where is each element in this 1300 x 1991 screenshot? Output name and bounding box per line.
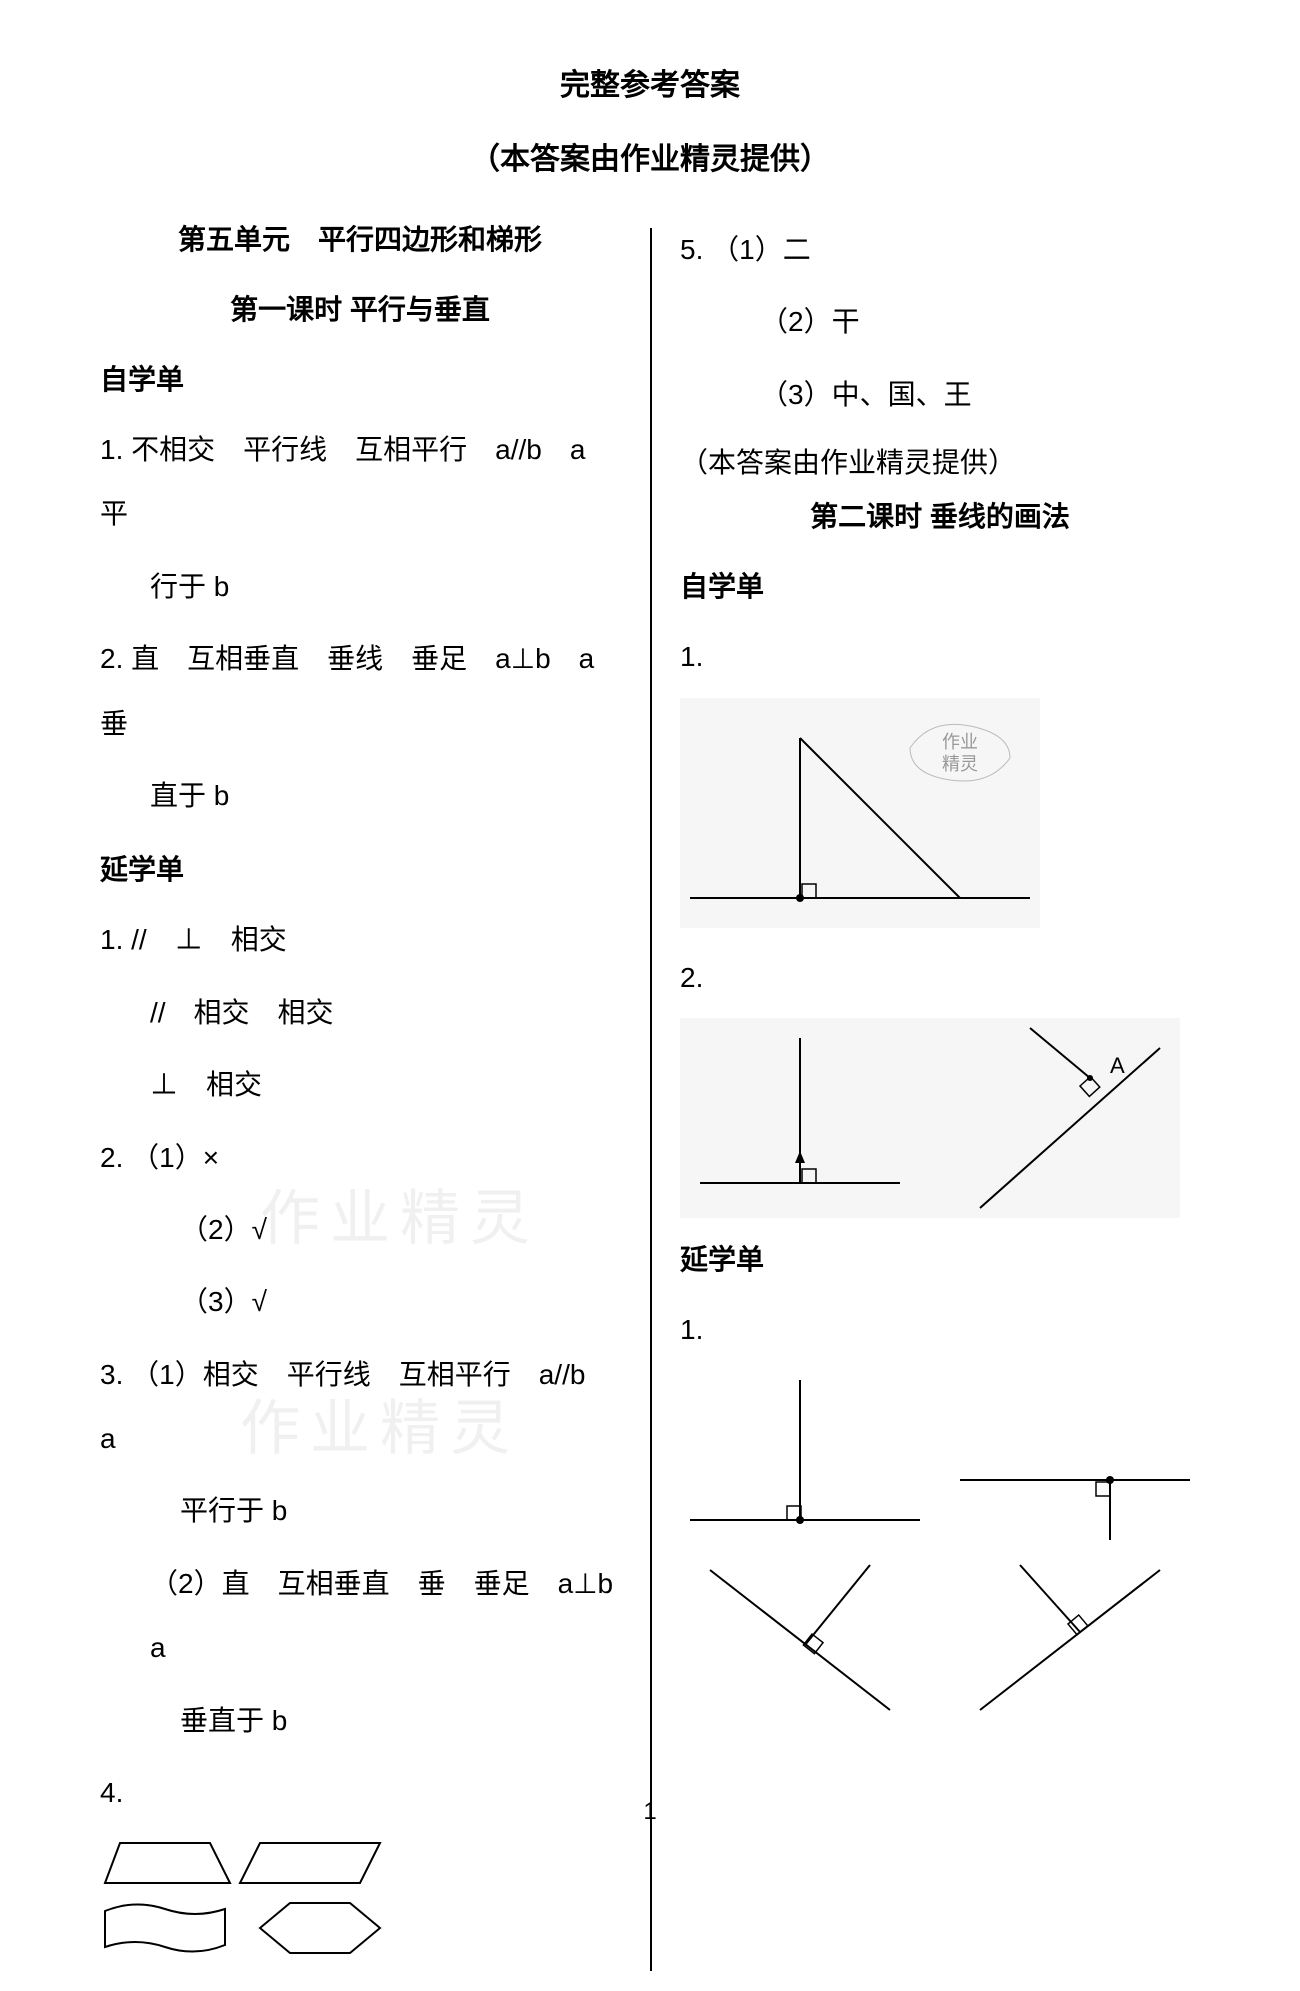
right-top-line: （3）中、国、王 bbox=[680, 363, 1200, 427]
two-column-layout: 第五单元 平行四边形和梯形 第一课时 平行与垂直 自学单 1. 不相交 平行线 … bbox=[100, 218, 1200, 1991]
svg-text:精灵: 精灵 bbox=[942, 754, 978, 774]
left-s1-line: 2. 直 互相垂直 垂线 垂足 a⊥b a 垂 bbox=[100, 627, 620, 756]
left-s2-line: 1. // ⊥ 相交 bbox=[100, 908, 620, 972]
right-fig3-label: 1. bbox=[680, 1298, 1200, 1362]
left-s1-line: 行于 b bbox=[100, 555, 620, 619]
left-section2-heading: 延学单 bbox=[100, 848, 620, 888]
left-s2-line: （3）√ bbox=[100, 1270, 620, 1334]
right-figure-1: 作业精灵 bbox=[680, 698, 1200, 928]
right-top-line: 5. （1）二 bbox=[680, 218, 1200, 282]
lesson-title-left: 第一课时 平行与垂直 bbox=[100, 288, 620, 328]
column-divider bbox=[650, 228, 652, 1971]
right-column: 5. （1）二 （2）干 （3）中、国、王 （本答案由作业精灵提供） 第二课时 … bbox=[650, 218, 1200, 1991]
right-section2-heading: 延学单 bbox=[680, 1238, 1200, 1278]
right-top-line: （2）干 bbox=[680, 290, 1200, 354]
page-number: 1 bbox=[643, 1798, 656, 1826]
perpendicular-svg-1: 作业精灵 bbox=[680, 698, 1040, 928]
right-fig2-label: 2. bbox=[680, 946, 1200, 1010]
left-s2-line: // 相交 相交 bbox=[100, 981, 620, 1045]
right-figure-2: A bbox=[680, 1018, 1200, 1218]
left-figure-shapes bbox=[100, 1833, 620, 1973]
left-s2-line: （2）直 互相垂直 垂 垂足 a⊥b a bbox=[100, 1552, 620, 1681]
left-s1-line: 直于 b bbox=[100, 764, 620, 828]
left-s2-line: 4. bbox=[100, 1761, 620, 1825]
shapes-svg bbox=[100, 1833, 400, 1973]
left-s2-line: 垂直于 b bbox=[100, 1689, 620, 1753]
lesson-title-right: 第二课时 垂线的画法 bbox=[680, 495, 1200, 535]
left-s2-line: 3. （1）相交 平行线 互相平行 a//b a bbox=[100, 1343, 620, 1472]
right-note: （本答案由作业精灵提供） bbox=[680, 441, 1200, 481]
perpendicular-svg-3 bbox=[680, 1370, 1200, 1730]
perpendicular-svg-2: A bbox=[680, 1018, 1180, 1218]
left-section1-heading: 自学单 bbox=[100, 358, 620, 398]
page-subtitle: （本答案由作业精灵提供） bbox=[100, 134, 1200, 178]
svg-text:A: A bbox=[1110, 1053, 1125, 1078]
unit-title-left: 第五单元 平行四边形和梯形 bbox=[100, 218, 620, 258]
right-fig1-label: 1. bbox=[680, 625, 1200, 689]
svg-text:作业: 作业 bbox=[942, 732, 978, 752]
page-title: 完整参考答案 bbox=[100, 60, 1200, 104]
left-s2-line: （2）√ bbox=[100, 1198, 620, 1262]
right-section1-heading: 自学单 bbox=[680, 565, 1200, 605]
left-s2-line: ⊥ 相交 bbox=[100, 1053, 620, 1117]
left-s1-line: 1. 不相交 平行线 互相平行 a//b a 平 bbox=[100, 418, 620, 547]
left-s2-line: 2. （1）× bbox=[100, 1126, 620, 1190]
left-column: 第五单元 平行四边形和梯形 第一课时 平行与垂直 自学单 1. 不相交 平行线 … bbox=[100, 218, 650, 1991]
left-s2-line: 平行于 b bbox=[100, 1479, 620, 1543]
right-figure-3 bbox=[680, 1370, 1200, 1730]
